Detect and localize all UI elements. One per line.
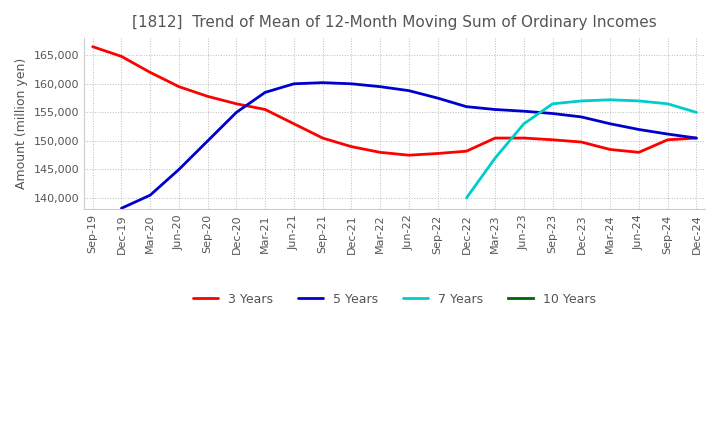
3 Years xyxy=(549,137,557,143)
3 Years xyxy=(405,153,413,158)
5 Years xyxy=(261,90,269,95)
7 Years xyxy=(606,97,614,103)
3 Years xyxy=(261,107,269,112)
7 Years xyxy=(692,110,701,115)
3 Years xyxy=(433,151,442,156)
3 Years xyxy=(117,54,126,59)
5 Years xyxy=(577,114,585,120)
5 Years xyxy=(146,193,155,198)
3 Years xyxy=(577,139,585,145)
Line: 7 Years: 7 Years xyxy=(467,100,696,198)
7 Years xyxy=(520,121,528,126)
3 Years xyxy=(692,136,701,141)
3 Years xyxy=(347,144,356,149)
5 Years xyxy=(117,205,126,211)
Line: 5 Years: 5 Years xyxy=(122,83,696,208)
3 Years xyxy=(146,70,155,75)
3 Years xyxy=(663,137,672,143)
3 Years xyxy=(174,84,183,89)
5 Years xyxy=(491,107,500,112)
5 Years xyxy=(462,104,471,109)
7 Years xyxy=(663,101,672,106)
Line: 3 Years: 3 Years xyxy=(93,47,696,155)
Y-axis label: Amount (million yen): Amount (million yen) xyxy=(15,58,28,189)
5 Years xyxy=(347,81,356,86)
3 Years xyxy=(634,150,643,155)
7 Years xyxy=(462,195,471,201)
5 Years xyxy=(433,95,442,101)
3 Years xyxy=(289,121,298,126)
7 Years xyxy=(549,101,557,106)
7 Years xyxy=(634,98,643,103)
3 Years xyxy=(606,147,614,152)
3 Years xyxy=(89,44,97,49)
5 Years xyxy=(405,88,413,93)
3 Years xyxy=(462,149,471,154)
7 Years xyxy=(577,98,585,103)
5 Years xyxy=(606,121,614,126)
5 Years xyxy=(203,138,212,143)
3 Years xyxy=(203,94,212,99)
3 Years xyxy=(520,136,528,141)
5 Years xyxy=(520,109,528,114)
5 Years xyxy=(692,136,701,141)
5 Years xyxy=(318,80,327,85)
Legend: 3 Years, 5 Years, 7 Years, 10 Years: 3 Years, 5 Years, 7 Years, 10 Years xyxy=(188,288,601,311)
5 Years xyxy=(663,132,672,137)
3 Years xyxy=(376,150,384,155)
5 Years xyxy=(634,127,643,132)
5 Years xyxy=(376,84,384,89)
3 Years xyxy=(232,101,240,106)
7 Years xyxy=(491,155,500,161)
5 Years xyxy=(289,81,298,86)
5 Years xyxy=(232,110,240,115)
5 Years xyxy=(174,167,183,172)
Title: [1812]  Trend of Mean of 12-Month Moving Sum of Ordinary Incomes: [1812] Trend of Mean of 12-Month Moving … xyxy=(132,15,657,30)
5 Years xyxy=(549,111,557,116)
3 Years xyxy=(491,136,500,141)
3 Years xyxy=(318,136,327,141)
